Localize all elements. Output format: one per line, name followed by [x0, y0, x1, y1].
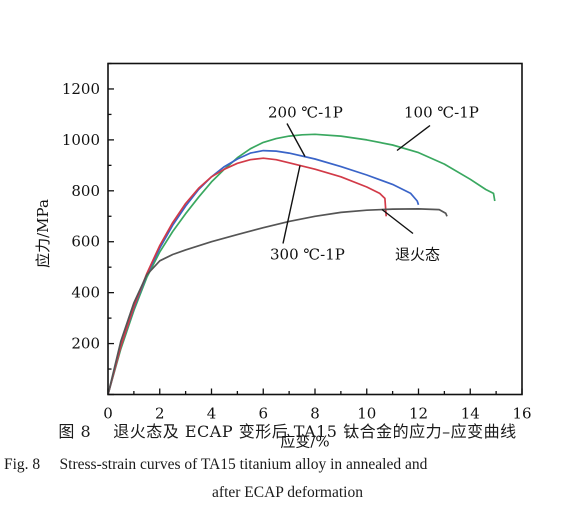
series-line-1: [107, 149, 420, 395]
x-tick-label: 0: [103, 405, 113, 423]
leader-annealed: [381, 208, 414, 235]
y-tick-label: 1200: [62, 80, 100, 98]
series-line-3: [107, 208, 448, 395]
series-layer: [107, 133, 496, 395]
x-tick-label: 12: [409, 405, 428, 423]
x-tick-label: 8: [310, 405, 320, 423]
tick-layer: 0 2 4 6 8 10 12 14 16 200 400 600 800 1000 1200: [62, 62, 532, 423]
y-tick-label: 200: [71, 335, 100, 353]
x-tick-label: 4: [207, 405, 217, 423]
x-tick-label: 14: [461, 405, 480, 423]
y-tick-label: 400: [71, 284, 100, 302]
y-tick-label: 1000: [62, 131, 100, 149]
leader-300: [282, 165, 301, 244]
leader-200: [286, 123, 306, 157]
y-tick-label: 600: [71, 233, 100, 251]
x-tick-label: 2: [155, 405, 165, 423]
label-100: 100 ℃-1P: [404, 104, 479, 122]
series-line-2: [107, 157, 388, 395]
x-tick-label: 10: [357, 405, 376, 423]
caption-english-line1: Fig. 8 Stress-strain curves of TA15 tita…: [4, 456, 428, 473]
series-line-0: [107, 133, 496, 395]
x-tick-label: 16: [512, 405, 531, 423]
x-tick-label: 6: [258, 405, 268, 423]
caption-english-line2: after ECAP deformation: [212, 484, 363, 501]
label-200: 200 ℃-1P: [268, 104, 343, 122]
y-tick-label: 800: [71, 182, 100, 200]
x-axis-title: 应变/%: [280, 433, 329, 451]
leader-100: [396, 124, 431, 152]
y-axis-title: 应力/MPa: [34, 199, 52, 268]
caption-chinese: 图 8 退火态及 ECAP 变形后 TA15 钛合金的应力–应变曲线: [58, 422, 517, 441]
label-300: 300 ℃-1P: [270, 246, 345, 264]
label-annealed: 退火态: [395, 246, 440, 264]
